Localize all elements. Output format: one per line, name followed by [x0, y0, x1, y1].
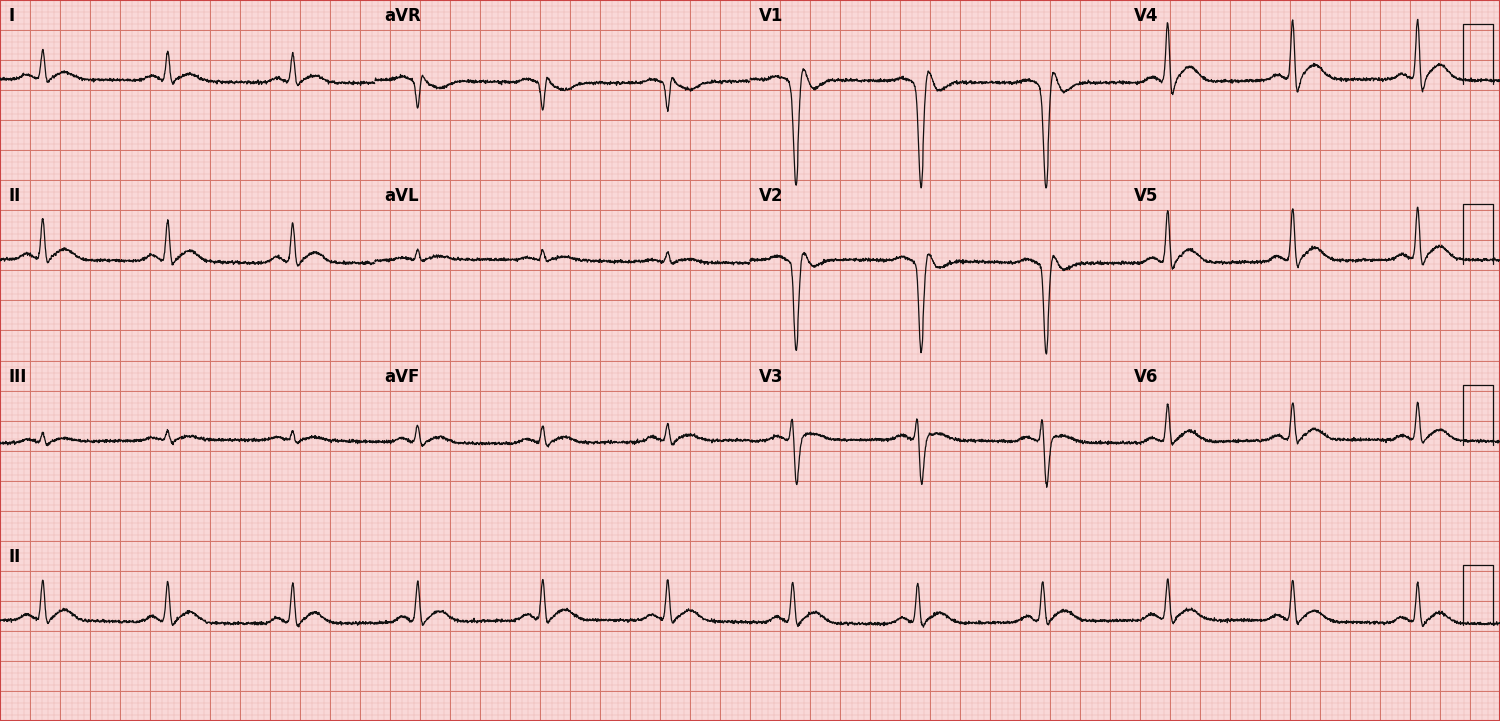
Text: aVF: aVF: [384, 368, 420, 386]
Text: I: I: [9, 7, 15, 25]
Text: III: III: [9, 368, 27, 386]
Text: V1: V1: [759, 7, 783, 25]
Text: V2: V2: [759, 187, 783, 205]
Text: V4: V4: [1134, 7, 1158, 25]
Text: II: II: [9, 548, 21, 566]
Text: V6: V6: [1134, 368, 1158, 386]
Text: II: II: [9, 187, 21, 205]
Text: aVR: aVR: [384, 7, 420, 25]
Text: aVL: aVL: [384, 187, 418, 205]
Text: V3: V3: [759, 368, 783, 386]
Text: V5: V5: [1134, 187, 1158, 205]
